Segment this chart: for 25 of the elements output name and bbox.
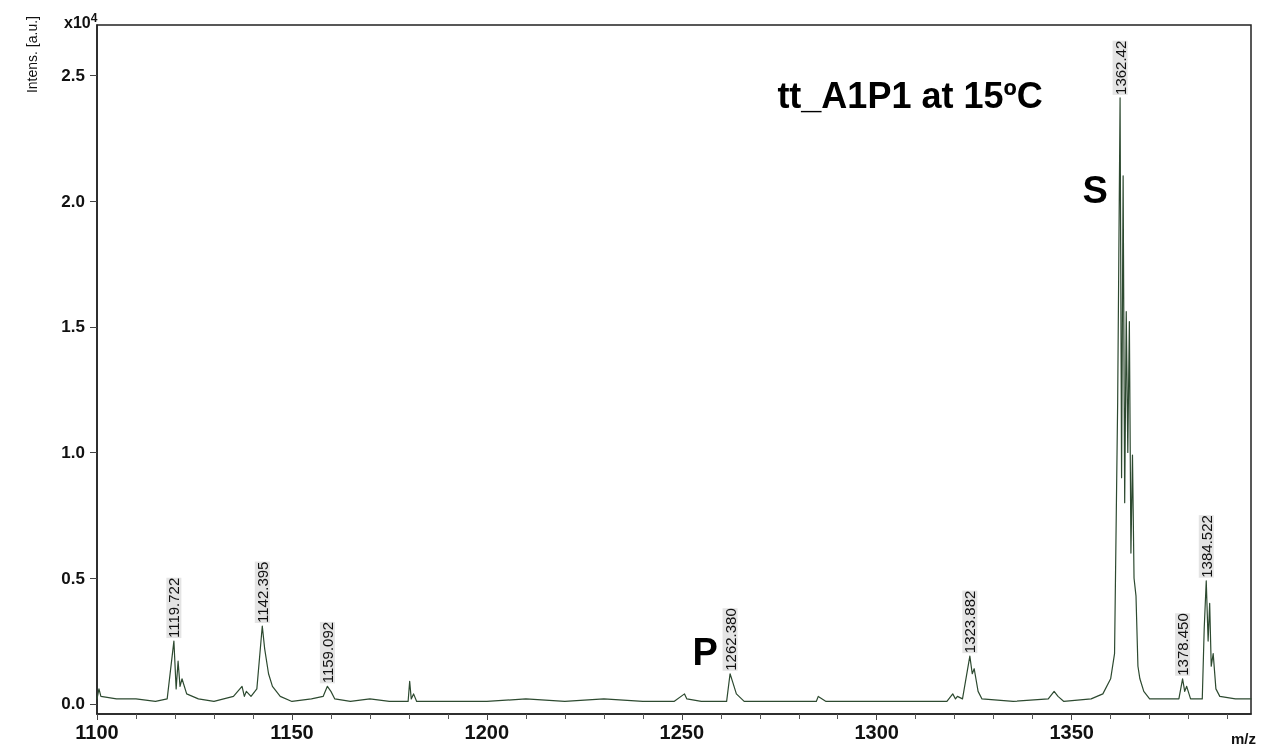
x-axis-title: m/z [1231,730,1257,747]
y-tick-label: 2.0 [61,191,85,211]
annotation: 1142.395 [253,561,271,623]
annotation: P [692,631,718,674]
y-tick-label: 0.0 [61,694,85,714]
x-tick-label: 1100 [75,721,119,743]
annotation: 1119.722 [165,577,183,639]
text: tt_A1P1 at 15ºC [777,74,1043,116]
x-tick-label: 1200 [464,721,510,743]
annotation: 1262.380 [721,608,739,671]
x-tick-label: 1150 [270,721,314,743]
x-tick-label: 1300 [854,721,899,743]
annotation: 1362.42 [1111,40,1129,95]
annotation: 1378.450 [1174,613,1192,676]
annotation: 1384.522 [1197,515,1215,578]
annotation: S [1082,168,1108,211]
annotation: 1323.882 [961,590,979,654]
x-tick-label: 1350 [1049,721,1094,743]
y-tick-label: 1.0 [61,442,85,462]
y-axis-title: Intens. [a.u.] [24,16,40,94]
y-tick-label: 0.5 [61,568,85,588]
x-tick-label: 1250 [659,721,705,743]
y-tick-label: 1.5 [61,317,85,337]
annotation: 1159.092 [318,621,336,684]
y-tick-label: 2.5 [61,65,85,85]
